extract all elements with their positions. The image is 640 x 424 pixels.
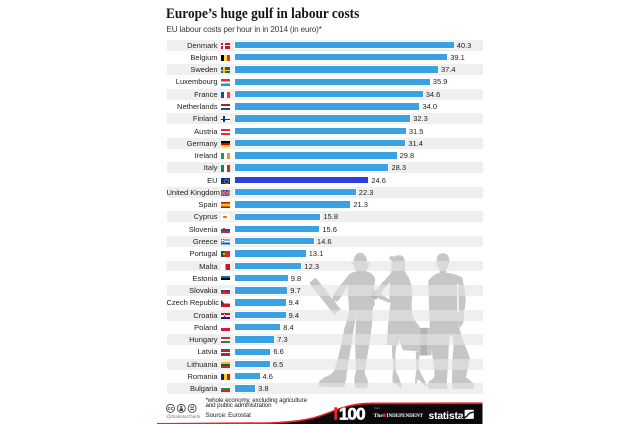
svg-text:INDEPENDENT: INDEPENDENT xyxy=(387,413,424,419)
svg-text:cc: cc xyxy=(168,406,174,412)
svg-text:from: from xyxy=(374,406,381,410)
svg-text:The: The xyxy=(374,413,384,419)
svg-text:100: 100 xyxy=(339,404,365,423)
svg-text:i: i xyxy=(333,404,338,423)
svg-text:statista: statista xyxy=(429,411,464,422)
